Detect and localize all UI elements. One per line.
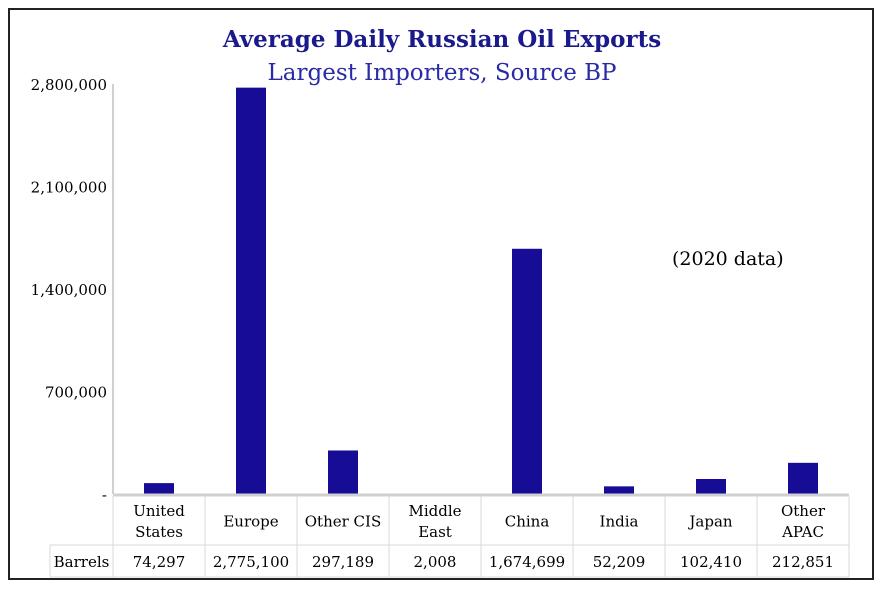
bar-other-cis [328,450,358,494]
bar-china [512,248,542,494]
table-series-label: Barrels [54,553,110,571]
chart-frame [8,8,874,580]
y-tick-label: 2,100,000 [31,179,107,197]
table-value: 52,209 [593,553,646,571]
table-value: 102,410 [680,553,742,571]
category-label: Other [781,502,826,520]
table-value: 2,008 [414,553,457,571]
y-tick-label: 1,400,000 [31,281,107,299]
category-label: China [505,513,550,531]
bar-united-states [144,483,174,494]
table-value: 212,851 [772,553,834,571]
bar-other-apac [788,462,818,494]
y-tick-label: - [102,486,107,504]
chart-annotation: (2020 data) [672,248,784,270]
category-label: States [135,523,183,541]
category-label: APAC [781,523,824,541]
y-tick-label: 2,800,000 [31,76,107,94]
table-value: 74,297 [133,553,186,571]
category-label: Middle [408,502,461,520]
category-label: United [133,502,185,520]
category-label: Other CIS [305,513,381,531]
chart-subtitle: Largest Importers, Source BP [267,60,617,86]
chart-title: Average Daily Russian Oil Exports [222,26,662,53]
table-value: 2,775,100 [213,553,289,571]
category-label: Europe [223,513,278,531]
bar-europe [236,87,266,495]
bar-japan [696,479,726,494]
table-value: 297,189 [312,553,374,571]
category-label: India [600,513,639,531]
category-label: Japan [687,513,733,531]
bar-india [604,486,634,494]
category-label: East [418,523,452,541]
y-tick-label: 700,000 [45,384,107,402]
table-value: 1,674,699 [489,553,565,571]
